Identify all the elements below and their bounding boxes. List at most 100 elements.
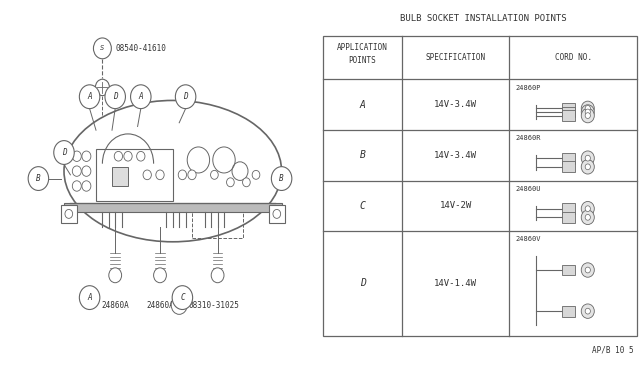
Circle shape	[137, 151, 145, 161]
Text: 14V-1.4W: 14V-1.4W	[434, 279, 477, 288]
Bar	[562, 264, 575, 275]
Circle shape	[585, 267, 590, 273]
Circle shape	[585, 164, 590, 170]
Text: APPLICATION
POINTS: APPLICATION POINTS	[337, 44, 388, 65]
Circle shape	[581, 202, 595, 216]
Circle shape	[72, 181, 81, 191]
Text: A: A	[360, 100, 365, 110]
Text: D: D	[61, 148, 67, 157]
Circle shape	[581, 263, 595, 277]
Circle shape	[273, 209, 280, 218]
Circle shape	[72, 151, 81, 161]
Circle shape	[175, 85, 196, 109]
Bar	[562, 161, 575, 172]
Bar	[562, 103, 575, 114]
Circle shape	[124, 151, 132, 161]
Circle shape	[581, 108, 595, 123]
Circle shape	[93, 38, 111, 59]
Bar	[562, 212, 575, 223]
Circle shape	[211, 170, 218, 179]
Circle shape	[581, 160, 595, 174]
Bar	[562, 110, 575, 121]
Bar	[64, 203, 282, 212]
Bar	[269, 205, 285, 223]
Circle shape	[178, 170, 187, 180]
Circle shape	[172, 296, 188, 314]
Circle shape	[252, 170, 260, 179]
Circle shape	[271, 167, 292, 190]
Circle shape	[79, 286, 100, 310]
Text: 24860P: 24860P	[516, 85, 541, 91]
Text: B: B	[36, 174, 41, 183]
Bar	[96, 149, 173, 201]
Text: CORD NO.: CORD NO.	[555, 53, 591, 62]
Circle shape	[581, 304, 595, 318]
Text: 24860V: 24860V	[516, 237, 541, 243]
Text: 08310-31025: 08310-31025	[189, 301, 239, 310]
Text: C: C	[180, 293, 185, 302]
Circle shape	[131, 85, 151, 109]
Text: B: B	[279, 174, 284, 183]
Text: D: D	[113, 92, 118, 101]
Circle shape	[82, 151, 91, 161]
Circle shape	[585, 308, 590, 314]
Text: A: A	[138, 92, 143, 101]
Circle shape	[154, 268, 166, 283]
Circle shape	[28, 167, 49, 190]
Circle shape	[156, 170, 164, 180]
Circle shape	[581, 105, 595, 119]
Text: A: A	[87, 293, 92, 302]
Text: 24860A: 24860A	[101, 301, 129, 310]
Text: SPECIFICATION: SPECIFICATION	[426, 53, 486, 62]
Bar	[323, 36, 637, 336]
Bar	[562, 153, 575, 164]
Bar	[61, 205, 77, 223]
Text: 24860A: 24860A	[146, 301, 174, 310]
Text: BULB SOCKET INSTALLATION POINTS: BULB SOCKET INSTALLATION POINTS	[400, 14, 566, 23]
Circle shape	[581, 151, 595, 166]
Ellipse shape	[64, 100, 282, 242]
Circle shape	[585, 206, 590, 212]
Bar	[562, 306, 575, 317]
Circle shape	[82, 166, 91, 176]
Text: 14V-3.4W: 14V-3.4W	[434, 151, 477, 160]
Circle shape	[585, 106, 590, 111]
Bar	[562, 203, 575, 214]
Circle shape	[105, 85, 125, 109]
Circle shape	[109, 268, 122, 283]
Circle shape	[585, 214, 590, 220]
Circle shape	[188, 170, 196, 180]
Circle shape	[82, 181, 91, 191]
Circle shape	[115, 151, 123, 161]
Text: D: D	[360, 278, 365, 288]
Bar	[112, 167, 128, 186]
Circle shape	[243, 178, 250, 187]
Circle shape	[227, 178, 234, 187]
Circle shape	[54, 141, 74, 164]
Text: AP/B 10 5: AP/B 10 5	[592, 346, 634, 355]
Text: A: A	[87, 92, 92, 101]
Circle shape	[581, 210, 595, 225]
Circle shape	[211, 268, 224, 283]
Text: 24860R: 24860R	[516, 135, 541, 141]
Text: C: C	[360, 201, 365, 211]
Circle shape	[95, 79, 109, 96]
Circle shape	[65, 209, 73, 218]
Text: 14V-3.4W: 14V-3.4W	[434, 100, 477, 109]
Text: 24860U: 24860U	[516, 186, 541, 192]
Text: B: B	[360, 150, 365, 160]
Circle shape	[79, 85, 100, 109]
Circle shape	[585, 113, 590, 118]
Circle shape	[172, 286, 193, 310]
Text: D: D	[183, 92, 188, 101]
Text: S: S	[100, 45, 104, 51]
Circle shape	[585, 109, 590, 115]
Circle shape	[585, 155, 590, 161]
Text: 14V-2W: 14V-2W	[440, 201, 472, 210]
Circle shape	[143, 170, 152, 180]
Circle shape	[72, 166, 81, 176]
Circle shape	[581, 101, 595, 116]
Bar	[562, 106, 575, 118]
Text: S: S	[177, 302, 181, 308]
Text: 08540-41610: 08540-41610	[115, 44, 166, 53]
